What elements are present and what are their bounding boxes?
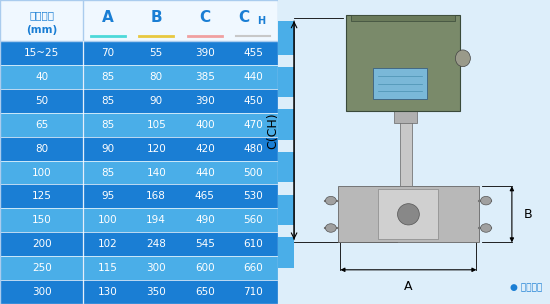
Text: 90: 90 [101, 143, 114, 154]
Bar [278, 195, 294, 225]
Text: 650: 650 [195, 287, 214, 297]
Text: 500: 500 [244, 168, 263, 178]
Text: 40: 40 [35, 72, 48, 82]
Text: 390: 390 [195, 96, 214, 106]
Text: 385: 385 [195, 72, 215, 82]
Ellipse shape [326, 224, 336, 232]
Ellipse shape [481, 196, 492, 205]
Text: B: B [524, 208, 532, 221]
Text: C: C [238, 10, 249, 25]
Text: 248: 248 [146, 239, 166, 249]
Bar [0, 89, 278, 113]
Bar [278, 21, 294, 55]
Bar [0, 256, 278, 280]
Text: 455: 455 [244, 48, 263, 58]
Bar [0, 65, 278, 89]
Text: C(CH): C(CH) [266, 112, 279, 149]
Bar [378, 189, 438, 240]
Bar [278, 237, 294, 268]
Text: 300: 300 [146, 263, 166, 273]
Ellipse shape [326, 196, 336, 205]
Text: 420: 420 [195, 143, 214, 154]
Text: ● 常规仪表: ● 常规仪表 [510, 283, 542, 292]
Text: 70: 70 [101, 48, 114, 58]
Text: 130: 130 [98, 287, 118, 297]
Text: 85: 85 [101, 96, 114, 106]
Bar [394, 111, 417, 123]
Bar [278, 67, 294, 97]
Text: 115: 115 [98, 263, 118, 273]
Text: 470: 470 [244, 120, 263, 130]
Text: 660: 660 [244, 263, 263, 273]
Bar [0, 185, 278, 208]
Text: 480: 480 [244, 143, 263, 154]
Text: 600: 600 [195, 263, 215, 273]
Text: 85: 85 [101, 72, 114, 82]
Text: 100: 100 [32, 168, 52, 178]
Text: H: H [257, 16, 266, 26]
Text: 300: 300 [32, 287, 52, 297]
Text: 100: 100 [98, 215, 118, 225]
Bar [0, 208, 278, 232]
Text: 250: 250 [32, 263, 52, 273]
Bar [351, 15, 455, 21]
Text: 80: 80 [150, 72, 163, 82]
Text: B: B [150, 10, 162, 25]
Text: 50: 50 [35, 96, 48, 106]
Bar [0, 0, 278, 41]
Text: 140: 140 [146, 168, 166, 178]
Text: 95: 95 [101, 192, 114, 202]
Text: 710: 710 [244, 287, 263, 297]
Text: 65: 65 [35, 120, 48, 130]
Text: 440: 440 [244, 72, 263, 82]
Text: 85: 85 [101, 168, 114, 178]
Bar [0, 161, 278, 185]
Bar [0, 137, 278, 161]
Bar [0, 113, 278, 137]
Text: 55: 55 [150, 48, 163, 58]
Text: 610: 610 [244, 239, 263, 249]
Text: 120: 120 [146, 143, 166, 154]
Text: 200: 200 [32, 239, 52, 249]
Text: A: A [404, 280, 412, 293]
Text: 150: 150 [32, 215, 52, 225]
Text: 85: 85 [101, 120, 114, 130]
Text: 465: 465 [195, 192, 215, 202]
Bar [373, 68, 427, 99]
Bar [0, 41, 278, 65]
Ellipse shape [455, 50, 470, 67]
Text: 400: 400 [195, 120, 215, 130]
Text: 440: 440 [195, 168, 214, 178]
Text: 105: 105 [146, 120, 166, 130]
Text: 194: 194 [146, 215, 166, 225]
Bar [278, 109, 294, 140]
Text: 90: 90 [150, 96, 163, 106]
Bar [400, 117, 412, 186]
Text: A: A [102, 10, 113, 25]
Text: 80: 80 [35, 143, 48, 154]
Text: 仪表口径: 仪表口径 [29, 11, 54, 21]
Text: 390: 390 [195, 48, 214, 58]
Text: 560: 560 [244, 215, 263, 225]
Text: 530: 530 [244, 192, 263, 202]
Bar [0, 232, 278, 256]
Bar [346, 15, 460, 111]
Text: 350: 350 [146, 287, 166, 297]
Text: (mm): (mm) [26, 25, 57, 35]
Text: 102: 102 [98, 239, 118, 249]
Ellipse shape [481, 224, 492, 232]
Text: C: C [199, 10, 211, 25]
Text: 545: 545 [195, 239, 215, 249]
Text: 15~25: 15~25 [24, 48, 59, 58]
Bar [278, 152, 294, 182]
Text: 125: 125 [32, 192, 52, 202]
Bar [338, 186, 479, 243]
Ellipse shape [398, 204, 419, 225]
Text: 168: 168 [146, 192, 166, 202]
Bar [0, 280, 278, 304]
Text: 450: 450 [244, 96, 263, 106]
Text: 490: 490 [195, 215, 214, 225]
